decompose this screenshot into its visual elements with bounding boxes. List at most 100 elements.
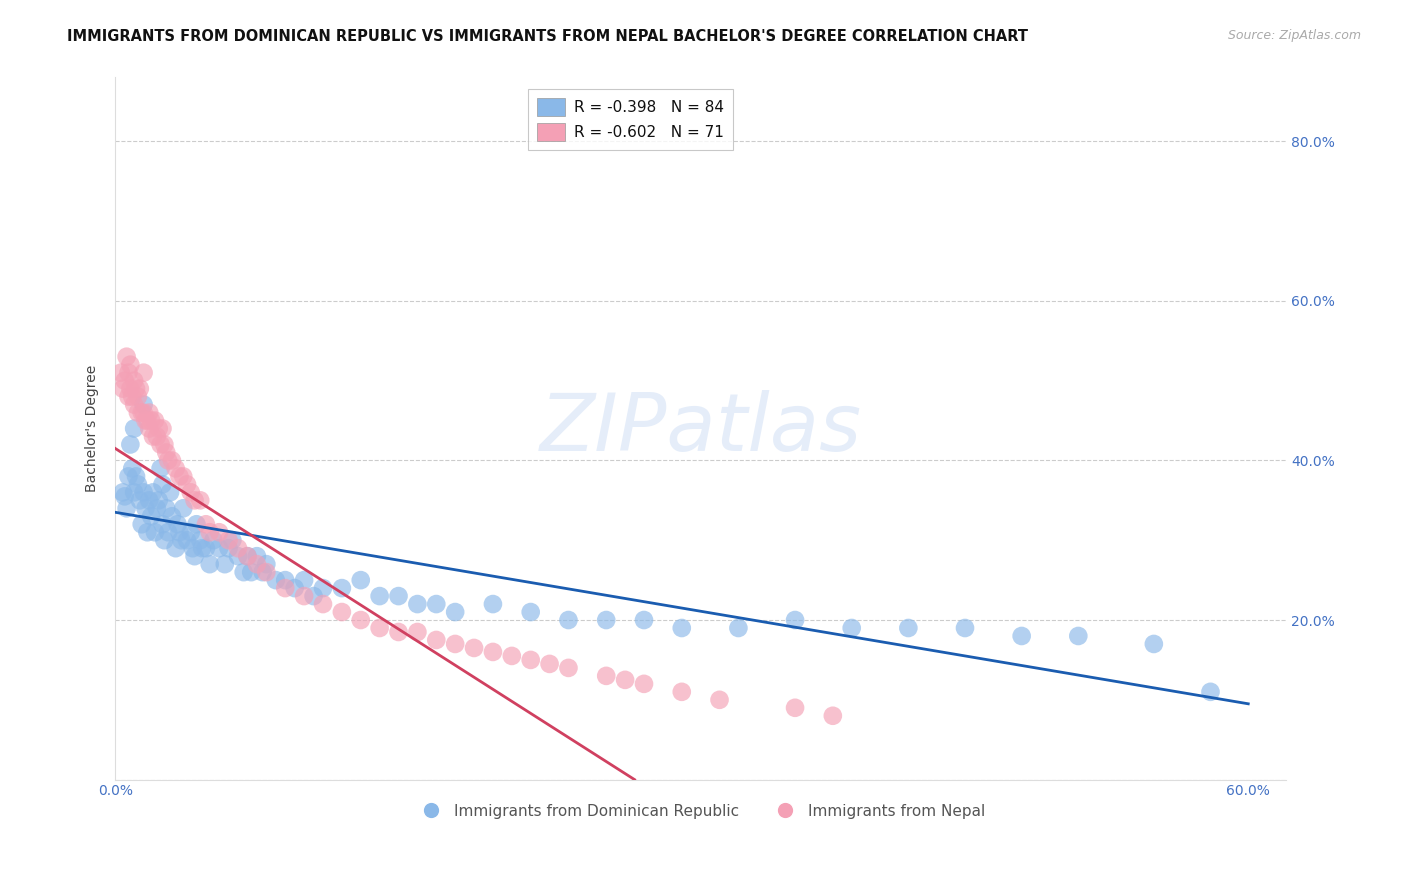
- Point: [425, 632, 447, 647]
- Point: [194, 517, 217, 532]
- Point: [264, 573, 287, 587]
- Point: [152, 421, 174, 435]
- Point: [172, 469, 194, 483]
- Point: [198, 557, 221, 571]
- Point: [127, 390, 149, 404]
- Point: [236, 549, 259, 564]
- Text: Source: ZipAtlas.com: Source: ZipAtlas.com: [1227, 29, 1361, 42]
- Point: [136, 525, 159, 540]
- Point: [155, 445, 177, 459]
- Point: [274, 573, 297, 587]
- Point: [122, 485, 145, 500]
- Point: [444, 605, 467, 619]
- Point: [444, 637, 467, 651]
- Point: [169, 469, 191, 483]
- Point: [136, 413, 159, 427]
- Point: [214, 557, 236, 571]
- Point: [312, 581, 335, 595]
- Point: [186, 517, 208, 532]
- Point: [821, 708, 844, 723]
- Point: [202, 533, 225, 548]
- Point: [149, 461, 172, 475]
- Point: [153, 437, 176, 451]
- Point: [115, 501, 138, 516]
- Point: [138, 421, 160, 435]
- Point: [671, 685, 693, 699]
- Point: [191, 541, 214, 556]
- Point: [128, 382, 150, 396]
- Point: [114, 374, 136, 388]
- Point: [614, 673, 637, 687]
- Point: [148, 421, 170, 435]
- Point: [170, 533, 193, 548]
- Point: [226, 541, 249, 556]
- Point: [159, 485, 181, 500]
- Point: [157, 453, 180, 467]
- Point: [157, 525, 180, 540]
- Point: [127, 477, 149, 491]
- Point: [218, 533, 240, 548]
- Point: [595, 613, 617, 627]
- Point: [841, 621, 863, 635]
- Point: [132, 406, 155, 420]
- Point: [111, 382, 134, 396]
- Point: [194, 541, 217, 556]
- Point: [350, 613, 373, 627]
- Point: [312, 597, 335, 611]
- Point: [292, 573, 315, 587]
- Point: [132, 485, 155, 500]
- Point: [117, 469, 139, 483]
- Point: [292, 589, 315, 603]
- Point: [138, 406, 160, 420]
- Point: [425, 597, 447, 611]
- Point: [142, 429, 165, 443]
- Point: [350, 573, 373, 587]
- Point: [274, 581, 297, 595]
- Point: [160, 453, 183, 467]
- Point: [1199, 685, 1222, 699]
- Point: [406, 625, 429, 640]
- Text: ZIPatlas: ZIPatlas: [540, 390, 862, 467]
- Point: [127, 406, 149, 420]
- Point: [519, 605, 541, 619]
- Point: [221, 533, 243, 548]
- Point: [246, 549, 269, 564]
- Point: [141, 413, 163, 427]
- Point: [114, 489, 136, 503]
- Point: [143, 525, 166, 540]
- Point: [152, 477, 174, 491]
- Point: [121, 461, 143, 475]
- Point: [633, 677, 655, 691]
- Point: [165, 541, 187, 556]
- Text: IMMIGRANTS FROM DOMINICAN REPUBLIC VS IMMIGRANTS FROM NEPAL BACHELOR'S DEGREE CO: IMMIGRANTS FROM DOMINICAN REPUBLIC VS IM…: [67, 29, 1028, 44]
- Point: [595, 669, 617, 683]
- Point: [252, 565, 274, 579]
- Point: [406, 597, 429, 611]
- Point: [897, 621, 920, 635]
- Point: [143, 413, 166, 427]
- Point: [783, 700, 806, 714]
- Point: [246, 557, 269, 571]
- Point: [115, 350, 138, 364]
- Point: [557, 613, 579, 627]
- Point: [1067, 629, 1090, 643]
- Point: [128, 493, 150, 508]
- Point: [120, 382, 142, 396]
- Point: [149, 437, 172, 451]
- Point: [236, 549, 259, 564]
- Point: [226, 549, 249, 564]
- Point: [176, 477, 198, 491]
- Point: [166, 517, 188, 532]
- Point: [254, 557, 277, 571]
- Point: [122, 421, 145, 435]
- Point: [1143, 637, 1166, 651]
- Point: [519, 653, 541, 667]
- Point: [146, 429, 169, 443]
- Point: [120, 358, 142, 372]
- Point: [169, 525, 191, 540]
- Point: [557, 661, 579, 675]
- Point: [134, 501, 156, 516]
- Point: [148, 493, 170, 508]
- Point: [538, 657, 561, 671]
- Point: [153, 533, 176, 548]
